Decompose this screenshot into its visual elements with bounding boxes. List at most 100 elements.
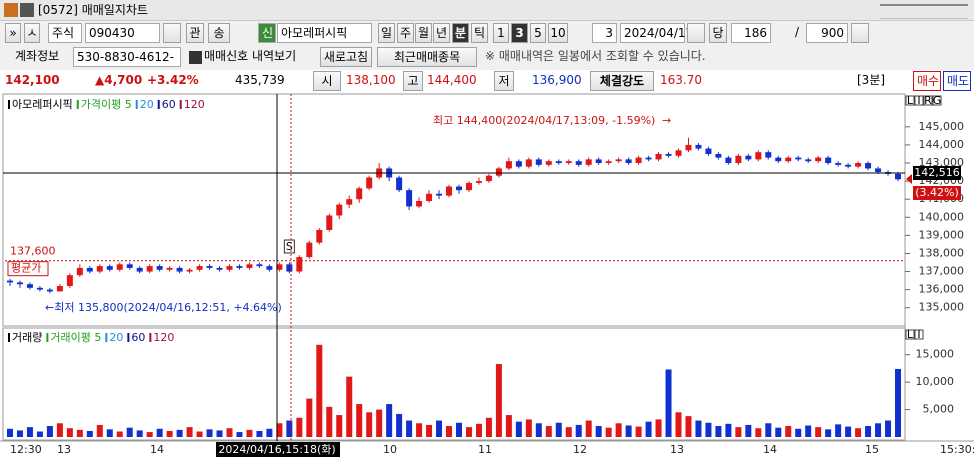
y-tick-label: 135,000 bbox=[919, 301, 965, 314]
candle-body bbox=[246, 264, 253, 268]
volume-legend-label: 20 bbox=[109, 331, 123, 344]
scale-tag-label: L bbox=[907, 328, 914, 341]
toolbar-item[interactable]: 년 bbox=[433, 23, 450, 43]
toolbar-item[interactable]: 분 bbox=[452, 23, 469, 43]
toolbar-item[interactable]: 186 bbox=[731, 23, 771, 43]
search-button[interactable] bbox=[163, 23, 181, 43]
account-item[interactable]: 530-8830-4612- bbox=[73, 47, 181, 67]
legend-swatch bbox=[179, 100, 182, 109]
candle-body bbox=[86, 267, 93, 272]
candle-body bbox=[835, 163, 842, 165]
candle-body bbox=[545, 161, 552, 165]
candle-body bbox=[16, 282, 23, 285]
toolbar-item[interactable]: 틱 bbox=[471, 23, 488, 43]
volume-bar bbox=[805, 425, 812, 437]
candle-body bbox=[725, 157, 732, 164]
toolbar-item[interactable]: 090430 bbox=[85, 23, 160, 43]
toolbar-item[interactable]: 당 bbox=[709, 23, 727, 43]
candle-body bbox=[66, 275, 73, 287]
signal-box bbox=[283, 239, 295, 254]
signal-checkbox[interactable] bbox=[189, 51, 202, 64]
time-label: 15:30:00 bbox=[940, 443, 974, 456]
candle-body bbox=[455, 186, 462, 191]
volume-tick-label: 10,000 bbox=[916, 375, 955, 388]
window-buttons[interactable] bbox=[880, 4, 968, 19]
toolbar-item[interactable]: 900 bbox=[806, 23, 848, 43]
toolbar-item[interactable]: 1 bbox=[493, 23, 509, 43]
volume-bar bbox=[635, 426, 642, 437]
volume-bar bbox=[156, 428, 163, 437]
legend-swatch bbox=[149, 333, 152, 342]
volume-bar bbox=[76, 429, 83, 437]
quote-item[interactable]: 매도 bbox=[943, 71, 971, 91]
volume-tick-label: 15,000 bbox=[916, 348, 955, 361]
candle-body bbox=[705, 148, 712, 154]
quote-item[interactable]: 저 bbox=[494, 71, 514, 91]
scale-tag-label: R bbox=[924, 94, 932, 107]
quote-item[interactable]: 체결강도 bbox=[590, 71, 654, 91]
scale-tag bbox=[923, 95, 933, 106]
candle-body bbox=[485, 175, 492, 182]
toolbar-item[interactable]: 관 bbox=[186, 23, 204, 43]
volume-bar bbox=[346, 376, 353, 437]
volume-bar bbox=[515, 421, 522, 437]
help-icon[interactable] bbox=[20, 3, 34, 17]
time-label: 14 bbox=[763, 443, 777, 456]
candle-body bbox=[216, 267, 223, 270]
volume-bar bbox=[475, 423, 482, 437]
toolbar-item[interactable]: 주 bbox=[397, 23, 414, 43]
toolbar-item[interactable]: 2024/04/17 bbox=[620, 23, 693, 43]
toolbar-item[interactable]: 주식 bbox=[48, 23, 82, 43]
toolbar-item[interactable]: 월 bbox=[415, 23, 432, 43]
volume-bar bbox=[795, 428, 802, 437]
candle-body bbox=[715, 153, 722, 158]
volume-bar bbox=[825, 429, 832, 437]
candle-body bbox=[226, 266, 233, 270]
toolbar-item[interactable]: 송 bbox=[208, 23, 230, 43]
time-label: 12 bbox=[573, 443, 587, 456]
volume-bar bbox=[126, 427, 133, 437]
volume-bar bbox=[116, 431, 123, 437]
quote-item[interactable]: 매수 bbox=[913, 71, 941, 91]
quote-item[interactable]: 고 bbox=[403, 71, 423, 91]
candle-body bbox=[805, 159, 812, 162]
account-item[interactable]: 최근매매종목 bbox=[377, 47, 477, 67]
legend-label: 아모레퍼시픽 bbox=[12, 98, 73, 111]
volume-bar bbox=[775, 427, 782, 437]
volume-bar bbox=[376, 409, 383, 437]
candle-body bbox=[465, 182, 472, 191]
volume-bar bbox=[56, 423, 63, 437]
calendar-button[interactable] bbox=[687, 23, 705, 43]
candle-body bbox=[256, 264, 263, 267]
volume-bar bbox=[416, 423, 423, 437]
volume-bar bbox=[725, 423, 732, 437]
toolbar-item[interactable]: 3 bbox=[511, 23, 528, 43]
time-label: 15 bbox=[865, 443, 879, 456]
volume-bar bbox=[815, 427, 822, 437]
volume-bar bbox=[36, 431, 43, 437]
toolbar-item[interactable]: 5 bbox=[530, 23, 546, 43]
volume-legend-label: 거래량 bbox=[12, 331, 42, 344]
volume-bar bbox=[875, 423, 882, 437]
candle-body bbox=[406, 190, 413, 207]
quote-item[interactable]: 시 bbox=[313, 71, 341, 91]
candle-body bbox=[296, 257, 303, 272]
toolbar-item[interactable]: ㅅ bbox=[24, 23, 40, 43]
candle-body bbox=[36, 287, 43, 290]
toolbar-item[interactable]: 3 bbox=[592, 23, 617, 43]
quote-item: 138,100 bbox=[346, 73, 396, 87]
candle-body bbox=[855, 163, 862, 167]
zoom-button[interactable] bbox=[851, 23, 869, 43]
toolbar-item[interactable]: 일 bbox=[378, 23, 395, 43]
toolbar-item[interactable]: 신 bbox=[258, 23, 276, 43]
account-item[interactable]: 새로고침 bbox=[320, 47, 372, 67]
y-tick-label: 144,000 bbox=[919, 138, 965, 151]
toolbar-item[interactable]: 아모레퍼시픽 bbox=[277, 23, 372, 43]
candle-body bbox=[765, 152, 772, 158]
volume-bar bbox=[895, 368, 902, 437]
volume-bar bbox=[885, 420, 892, 437]
toolbar-item[interactable]: » bbox=[5, 23, 21, 43]
candle-body bbox=[106, 266, 113, 270]
toolbar-item[interactable]: 10 bbox=[548, 23, 568, 43]
legend-label: 120 bbox=[184, 98, 205, 111]
